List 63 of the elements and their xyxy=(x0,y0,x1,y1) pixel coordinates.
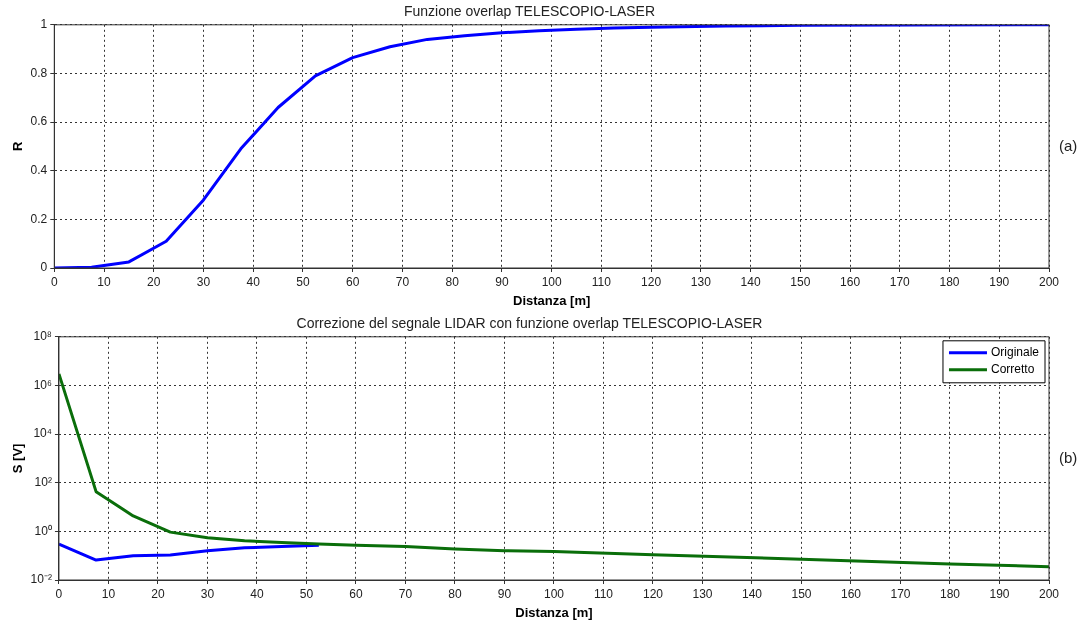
x-tick-label: 180 xyxy=(939,586,961,601)
x-tick-label: 70 xyxy=(395,274,410,289)
x-tick-label: 160 xyxy=(840,586,862,601)
x-tick-label: 0 xyxy=(55,586,63,601)
x-tick-label: 40 xyxy=(246,274,261,289)
y-tick-label: 10⁻² xyxy=(30,572,52,587)
x-tick-label: 60 xyxy=(346,274,360,289)
x-tick-label: 20 xyxy=(147,274,161,289)
x-tick-label: 130 xyxy=(692,586,713,601)
x-tick-label: 90 xyxy=(497,586,512,601)
legend-label: Originale xyxy=(990,345,1040,360)
x-tick-label: 20 xyxy=(151,586,165,601)
y-axis-title: R xyxy=(10,141,26,152)
x-tick-label: 160 xyxy=(840,274,861,289)
x-tick-label: 190 xyxy=(989,586,1010,601)
text: (a) xyxy=(1059,136,1078,154)
chart-title: Funzione overlap TELESCOPIO-LASER xyxy=(403,3,656,20)
x-axis-title: Distanza [m] xyxy=(512,292,591,308)
x-tick-label: 90 xyxy=(495,274,509,289)
y-tick-label: 0.4 xyxy=(30,163,48,178)
x-tick-label: 80 xyxy=(445,274,460,289)
x-tick-label: 40 xyxy=(250,586,264,601)
x-tick-label: 30 xyxy=(196,274,211,289)
x-tick-label: 200 xyxy=(1038,274,1060,289)
x-tick-label: 100 xyxy=(543,586,565,601)
x-tick-label: 130 xyxy=(690,274,712,289)
text: (b) xyxy=(1059,448,1078,466)
x-tick-label: 180 xyxy=(939,274,960,289)
x-tick-label: 140 xyxy=(740,274,761,289)
x-tick-label: 190 xyxy=(989,274,1010,289)
x-tick-label: 30 xyxy=(200,586,215,601)
x-tick-label: 120 xyxy=(642,586,664,601)
x-tick-label: 120 xyxy=(641,274,662,289)
x-tick-label: 50 xyxy=(299,586,314,601)
y-tick-label: 10² xyxy=(34,475,52,490)
y-tick-label: 10⁸ xyxy=(33,329,52,344)
x-tick-label: 170 xyxy=(890,586,911,601)
x-tick-label: 150 xyxy=(791,586,812,601)
y-tick-label: 10⁶ xyxy=(33,377,52,392)
chart-title: Correzione del segnale LIDAR con funzione overlap TELESCOPIO-LASER xyxy=(296,315,763,332)
y-tick-label: 0.8 xyxy=(30,65,48,80)
x-tick-label: 10 xyxy=(101,586,116,601)
x-tick-label: 170 xyxy=(889,274,911,289)
x-tick-label: 60 xyxy=(349,586,363,601)
x-tick-label: 110 xyxy=(591,274,612,289)
x-tick-label: 80 xyxy=(448,586,462,601)
x-axis-title: Distanza [m] xyxy=(515,604,593,620)
legend-label: Corretto xyxy=(990,362,1035,377)
y-tick-label: 1 xyxy=(40,17,48,32)
x-tick-label: 200 xyxy=(1038,586,1060,601)
y-tick-label: 0 xyxy=(40,260,48,275)
x-tick-label: 100 xyxy=(541,274,562,289)
x-tick-label: 150 xyxy=(790,274,811,289)
y-tick-label: 0.2 xyxy=(30,211,48,226)
x-tick-label: 50 xyxy=(296,274,310,289)
y-tick-label: 0.6 xyxy=(30,114,48,129)
x-tick-label: 140 xyxy=(741,586,763,601)
y-axis-title: S [V] xyxy=(10,443,26,474)
y-tick-label: 10⁴ xyxy=(33,426,52,441)
x-tick-label: 70 xyxy=(398,586,413,601)
x-tick-label: 10 xyxy=(97,274,112,289)
x-tick-label: 110 xyxy=(593,586,614,601)
y-tick-label: 10⁰ xyxy=(34,523,52,538)
